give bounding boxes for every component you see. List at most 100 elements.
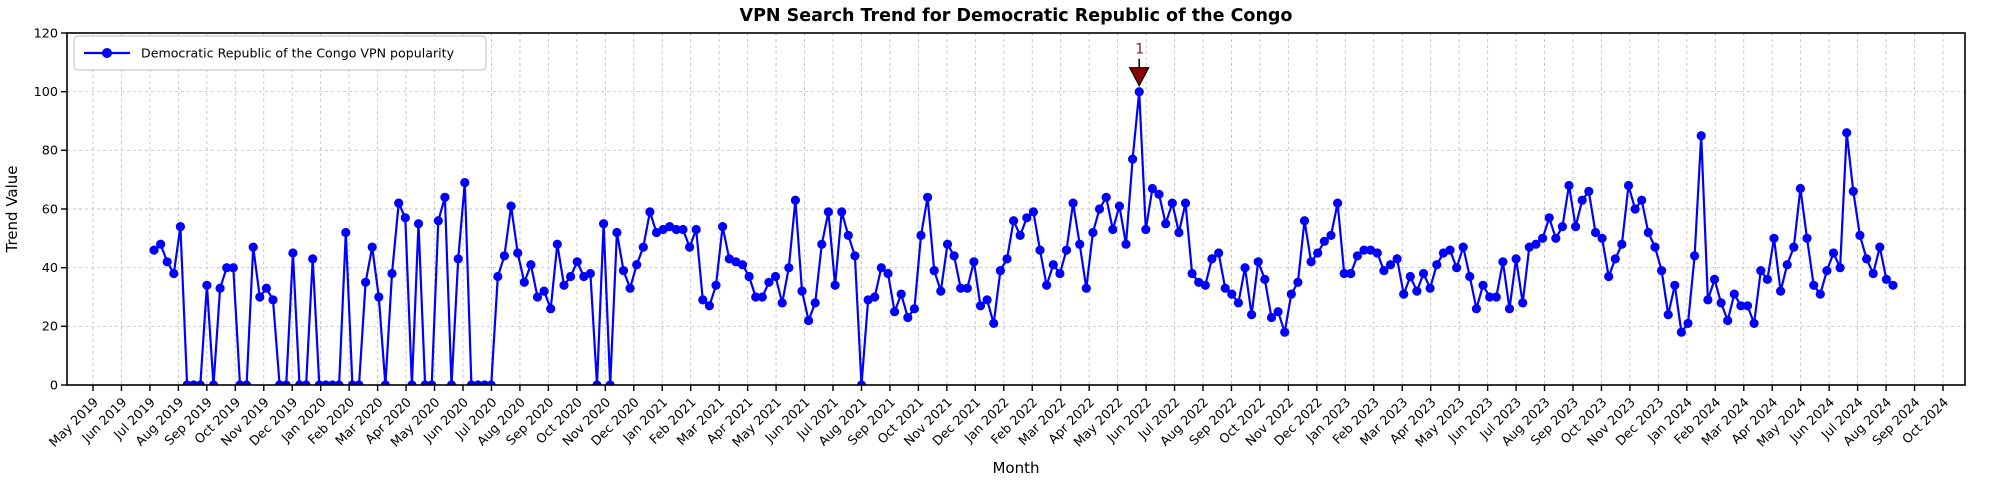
data-point-marker: [202, 280, 212, 290]
data-point-marker: [1637, 195, 1647, 205]
y-tick-label: 100: [34, 85, 58, 100]
data-point-marker: [1319, 236, 1329, 246]
data-point-marker: [1742, 301, 1753, 311]
data-point-marker: [493, 271, 503, 282]
data-point-marker: [222, 263, 232, 273]
data-point-marker: [1227, 289, 1237, 299]
data-point-marker: [1412, 286, 1422, 296]
data-point-marker: [1418, 268, 1429, 279]
data-point-marker: [1723, 315, 1733, 326]
data-point-marker: [883, 268, 893, 279]
data-point-marker: [1339, 268, 1349, 279]
data-point-marker: [1564, 180, 1574, 191]
data-point-marker: [599, 219, 609, 229]
data-point-marker: [757, 292, 767, 302]
data-point-marker: [1114, 201, 1124, 211]
data-point-marker: [632, 260, 642, 270]
data-point-marker: [837, 207, 847, 217]
data-point-marker: [394, 198, 404, 208]
data-point-marker: [737, 260, 748, 270]
data-point-marker: [797, 286, 807, 296]
y-tick-label: 0: [50, 378, 58, 393]
data-point-marker: [546, 304, 556, 314]
data-point-marker: [519, 277, 529, 287]
y-axis-label: Trend Value: [3, 165, 21, 253]
data-point-marker: [1604, 271, 1614, 282]
data-point-marker: [1868, 268, 1878, 279]
data-point-marker: [255, 292, 265, 302]
data-point-marker: [1478, 280, 1488, 290]
data-point-marker: [1002, 254, 1012, 264]
data-point-marker: [1491, 292, 1501, 302]
data-point-marker: [460, 178, 470, 188]
data-point-marker: [532, 292, 543, 302]
data-point-marker: [539, 286, 549, 296]
data-point-marker: [1273, 307, 1283, 317]
data-point-marker: [1028, 207, 1038, 217]
data-point-marker: [890, 307, 900, 317]
data-point-marker: [1286, 289, 1296, 299]
data-point-marker: [1055, 268, 1065, 279]
data-point-marker: [936, 286, 946, 296]
data-point-marker: [678, 224, 688, 235]
annotation-label: 1: [1135, 42, 1144, 58]
data-point-marker: [1313, 248, 1323, 258]
data-point-marker: [903, 312, 913, 323]
data-point-marker: [1663, 310, 1673, 320]
data-point-marker: [361, 277, 371, 287]
data-point-marker: [896, 289, 906, 299]
data-point-marker: [1445, 245, 1455, 255]
data-point-marker: [770, 271, 781, 282]
data-point-marker: [1690, 251, 1700, 261]
y-tick-label: 40: [42, 261, 58, 276]
data-point-marker: [1471, 304, 1481, 314]
data-point-marker: [149, 245, 159, 255]
data-point-marker: [962, 283, 972, 293]
data-point-marker: [1630, 204, 1640, 214]
data-point-marker: [698, 295, 708, 305]
data-point-marker: [552, 239, 562, 249]
data-point-marker: [1200, 280, 1210, 290]
data-point-marker: [1670, 280, 1680, 290]
y-tick-label: 120: [34, 26, 58, 41]
data-point-marker: [843, 230, 853, 240]
data-point-marker: [1749, 318, 1759, 328]
data-point-marker: [1385, 260, 1396, 270]
data-series-layer: [149, 87, 1898, 386]
data-point-marker: [387, 268, 397, 279]
data-point-marker: [1623, 180, 1634, 191]
data-point-marker: [1068, 198, 1078, 208]
data-point-marker: [1504, 304, 1515, 314]
data-point-marker: [268, 295, 278, 305]
data-point-marker: [929, 266, 939, 276]
data-point-marker: [1266, 312, 1277, 323]
data-point-marker: [830, 280, 840, 290]
data-point-marker: [982, 295, 992, 305]
data-point-marker: [1075, 239, 1085, 249]
data-point-marker: [1035, 245, 1045, 255]
data-point-marker: [718, 222, 728, 232]
legend-marker-swatch-icon: [102, 48, 112, 58]
data-point-marker: [1147, 183, 1157, 194]
data-point-marker: [1802, 233, 1812, 243]
data-point-marker: [1379, 266, 1389, 276]
data-point-marker: [1881, 274, 1891, 284]
data-point-marker: [1789, 242, 1799, 252]
data-point-marker: [1716, 298, 1726, 308]
data-point-marker: [1498, 257, 1508, 267]
data-point-marker: [995, 266, 1006, 276]
data-point-marker: [1888, 280, 1898, 290]
data-point-marker: [585, 268, 596, 279]
data-point-marker: [612, 227, 622, 238]
data-point-marker: [1128, 154, 1138, 164]
data-point-marker: [1042, 280, 1052, 290]
data-point-marker: [1696, 131, 1706, 141]
data-point-marker: [1855, 230, 1865, 240]
data-point-marker: [1214, 248, 1224, 258]
peak-annotation: 1: [1128, 42, 1150, 87]
data-point-marker: [671, 224, 682, 235]
data-point-marker: [1101, 192, 1111, 202]
data-point-marker: [1848, 186, 1858, 196]
